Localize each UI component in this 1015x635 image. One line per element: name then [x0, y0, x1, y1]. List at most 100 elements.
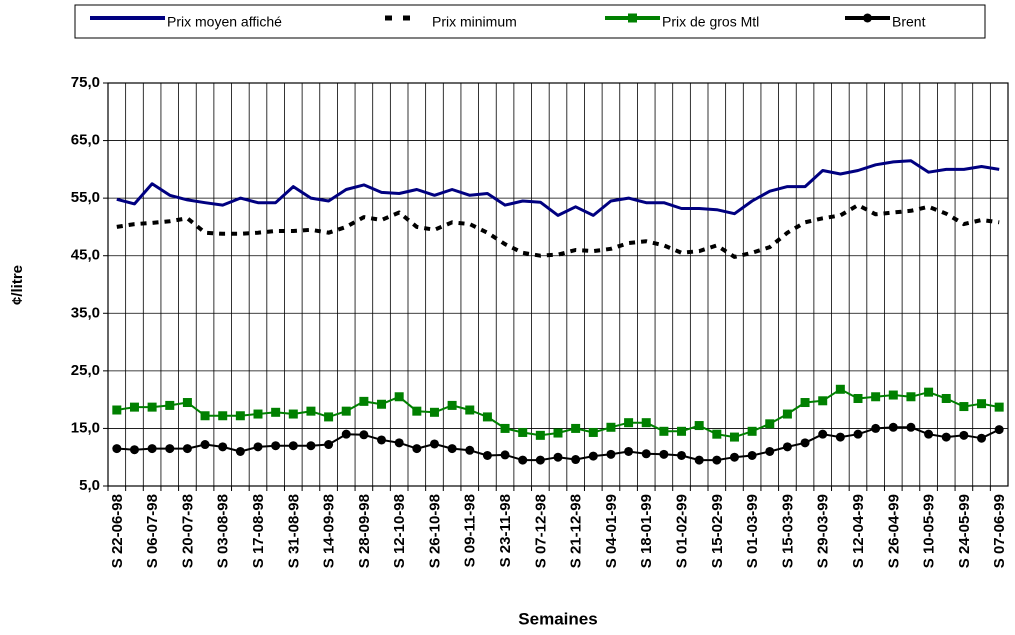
marker — [147, 444, 157, 454]
marker — [200, 440, 210, 450]
x-tick-label: S 12-10-98 — [391, 494, 408, 568]
marker — [235, 411, 245, 421]
legend-label: Prix moyen affiché — [167, 14, 282, 30]
marker — [677, 426, 687, 436]
y-tick-label: 55,0 — [71, 189, 100, 206]
marker — [394, 392, 404, 402]
marker — [465, 405, 475, 415]
marker — [624, 418, 634, 428]
marker — [377, 399, 387, 409]
legend-label: Prix de gros Mtl — [662, 14, 759, 30]
series-line — [116, 203, 1000, 259]
marker — [853, 429, 863, 439]
marker — [924, 387, 934, 397]
x-tick-label: S 28-09-98 — [356, 494, 373, 568]
plot-area — [108, 83, 1008, 486]
marker — [729, 452, 739, 462]
y-tick-label: 45,0 — [71, 247, 100, 264]
marker — [571, 423, 581, 433]
marker — [553, 428, 563, 438]
marker — [482, 412, 492, 422]
x-tick-label: S 21-12-98 — [568, 494, 585, 568]
x-tick-label: S 31-08-98 — [285, 494, 302, 568]
marker — [129, 445, 139, 455]
marker — [535, 430, 545, 440]
marker — [429, 439, 439, 449]
x-tick-label: S 26-10-98 — [426, 494, 443, 568]
y-tick-label: 15,0 — [71, 419, 100, 436]
marker — [306, 441, 316, 451]
marker — [906, 392, 916, 402]
plot-border — [107, 82, 1009, 487]
marker — [218, 442, 228, 452]
marker — [182, 444, 192, 454]
marker — [271, 407, 281, 417]
series-line — [116, 159, 1000, 217]
marker — [677, 450, 687, 460]
marker — [412, 444, 422, 454]
y-tick-label: 5,0 — [79, 477, 100, 494]
marker — [729, 432, 739, 442]
x-tick-label: S 29-03-99 — [815, 494, 832, 568]
x-tick-label: S 17-08-98 — [250, 494, 267, 568]
x-tick-label: S 01-02-99 — [673, 494, 690, 568]
marker — [994, 425, 1004, 435]
marker — [888, 422, 898, 432]
x-tick-label: S 26-04-99 — [885, 494, 902, 568]
y-axis-label: ¢/litre — [9, 265, 26, 305]
x-tick-label: S 15-02-99 — [709, 494, 726, 568]
marker — [588, 451, 598, 461]
marker — [624, 446, 634, 456]
marker — [800, 438, 810, 448]
marker — [447, 444, 457, 454]
marker — [377, 435, 387, 445]
marker — [659, 449, 669, 459]
x-tick-label: S 07-06-99 — [991, 494, 1008, 568]
x-tick-label: S 07-12-98 — [532, 494, 549, 568]
marker — [694, 421, 704, 431]
marker — [818, 429, 828, 439]
marker — [518, 427, 528, 437]
y-tick-label: 75,0 — [71, 74, 100, 91]
marker — [253, 442, 263, 452]
x-tick-label: S 24-05-99 — [956, 494, 973, 568]
x-tick-label: S 15-03-99 — [779, 494, 796, 568]
marker — [500, 450, 510, 460]
marker — [959, 402, 969, 412]
marker — [200, 411, 210, 421]
legend-label: Prix minimum — [432, 14, 517, 30]
x-tick-label: S 23-11-98 — [497, 494, 514, 567]
marker — [977, 399, 987, 409]
marker — [924, 429, 934, 439]
marker — [782, 409, 792, 419]
x-tick-label: S 04-01-99 — [603, 494, 620, 568]
marker — [288, 441, 298, 451]
marker — [588, 427, 598, 437]
marker — [871, 392, 881, 402]
marker — [941, 432, 951, 442]
marker — [112, 405, 122, 415]
marker — [765, 446, 775, 456]
marker — [359, 430, 369, 440]
x-tick-label: S 06-07-98 — [144, 494, 161, 568]
x-axis-label: Semaines — [518, 609, 597, 628]
y-tick-label: 65,0 — [71, 132, 100, 149]
marker — [306, 406, 316, 416]
marker — [429, 407, 439, 417]
marker — [906, 422, 916, 432]
x-tick-label: S 20-07-98 — [179, 494, 196, 568]
marker — [553, 452, 563, 462]
marker — [747, 426, 757, 436]
marker — [747, 450, 757, 460]
marker — [341, 429, 351, 439]
marker — [606, 449, 616, 459]
marker — [218, 411, 228, 421]
marker — [165, 400, 175, 410]
marker — [712, 429, 722, 439]
marker — [959, 430, 969, 440]
marker — [994, 402, 1004, 412]
marker — [341, 406, 351, 416]
marker — [112, 444, 122, 454]
y-tick-label: 35,0 — [71, 304, 100, 321]
marker — [447, 400, 457, 410]
